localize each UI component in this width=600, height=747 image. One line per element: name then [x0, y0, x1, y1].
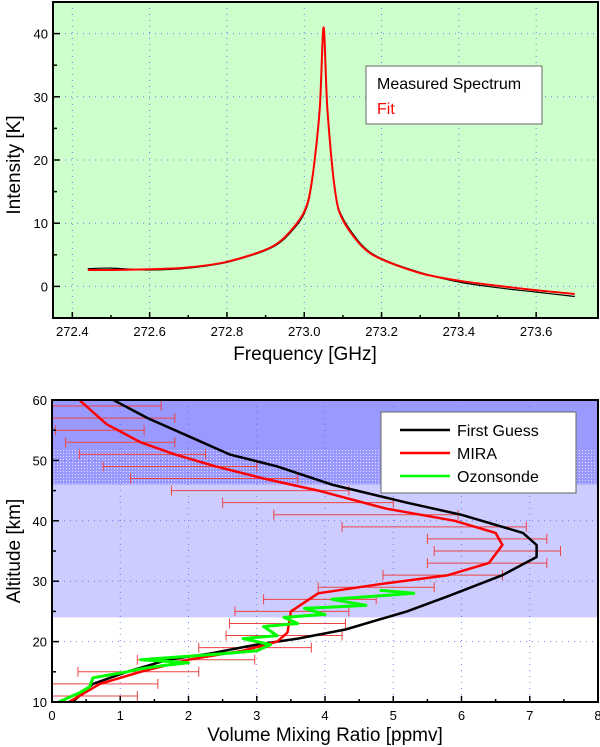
x-tick-label: 273.6 [520, 324, 553, 339]
y-tick-label: 20 [33, 635, 47, 650]
y-tick-label: 30 [34, 90, 48, 105]
y-tick-label: 50 [33, 453, 47, 468]
y-tick-label: 10 [34, 216, 48, 231]
x-tick-label: 272.8 [211, 324, 244, 339]
x-tick-label: 4 [321, 708, 328, 723]
y-tick-label: 40 [33, 514, 47, 529]
y-axis-title: Intensity [K] [4, 115, 25, 214]
legend-box [365, 65, 543, 125]
y-tick-label: 10 [33, 695, 47, 710]
series-line-ozonsonde [58, 588, 416, 702]
x-tick-label: 0 [48, 708, 55, 723]
legend: First Guess MIRA Ozonsonde [380, 411, 577, 494]
legend-label-ozonsonde: Ozonsonde [457, 469, 539, 486]
spectrum-chart: 272.4 272.6 272.8 273.0 273.2 273.4 273.6 0 10 20… [4, 1, 599, 365]
x-tick-label: 7 [526, 708, 533, 723]
x-tick-label: 1 [117, 708, 124, 723]
x-tick-label: 8 [594, 708, 600, 723]
x-tick-label: 273.4 [443, 324, 476, 339]
x-tick-label: 3 [253, 708, 260, 723]
gridlines [53, 2, 598, 318]
axis-ticks: 272.4 272.6 272.8 273.0 273.2 273.4 273.6 0 10 20… [34, 27, 553, 339]
y-axis-title: Altitude [km] [4, 499, 25, 604]
ozone-profile-chart: 0 1 2 3 4 5 6 7 8 10 20 30 40 50 60 First Guess MIRA O… [4, 393, 600, 746]
x-axis-title: Frequency [GHz] [233, 344, 377, 365]
legend-label-fit: Fit [377, 101, 395, 118]
legend-label-first-guess: First Guess [457, 423, 539, 440]
y-tick-label: 0 [41, 279, 48, 294]
axis-ticks: 0 1 2 3 4 5 6 7 8 10 20 30 40 50 60 [33, 393, 600, 723]
y-tick-label: 30 [33, 574, 47, 589]
x-tick-label: 273.2 [365, 324, 398, 339]
y-tick-label: 40 [34, 27, 48, 42]
series-line-fit [87, 26, 575, 295]
y-tick-label: 20 [34, 153, 48, 168]
x-tick-label: 272.6 [133, 324, 166, 339]
x-axis-title: Volume Mixing Ratio [ppmv] [207, 725, 443, 746]
legend: Measured Spectrum Fit [365, 65, 543, 125]
legend-label-measured-spectrum: Measured Spectrum [377, 76, 521, 93]
x-tick-label: 273.0 [288, 324, 321, 339]
x-tick-label: 2 [185, 708, 192, 723]
series-group [58, 400, 538, 702]
y-tick-label: 60 [33, 393, 47, 408]
legend-label-mira: MIRA [457, 446, 497, 463]
series-group [87, 26, 575, 298]
x-tick-label: 6 [458, 708, 465, 723]
x-tick-label: 5 [390, 708, 397, 723]
x-tick-label: 272.4 [56, 324, 89, 339]
